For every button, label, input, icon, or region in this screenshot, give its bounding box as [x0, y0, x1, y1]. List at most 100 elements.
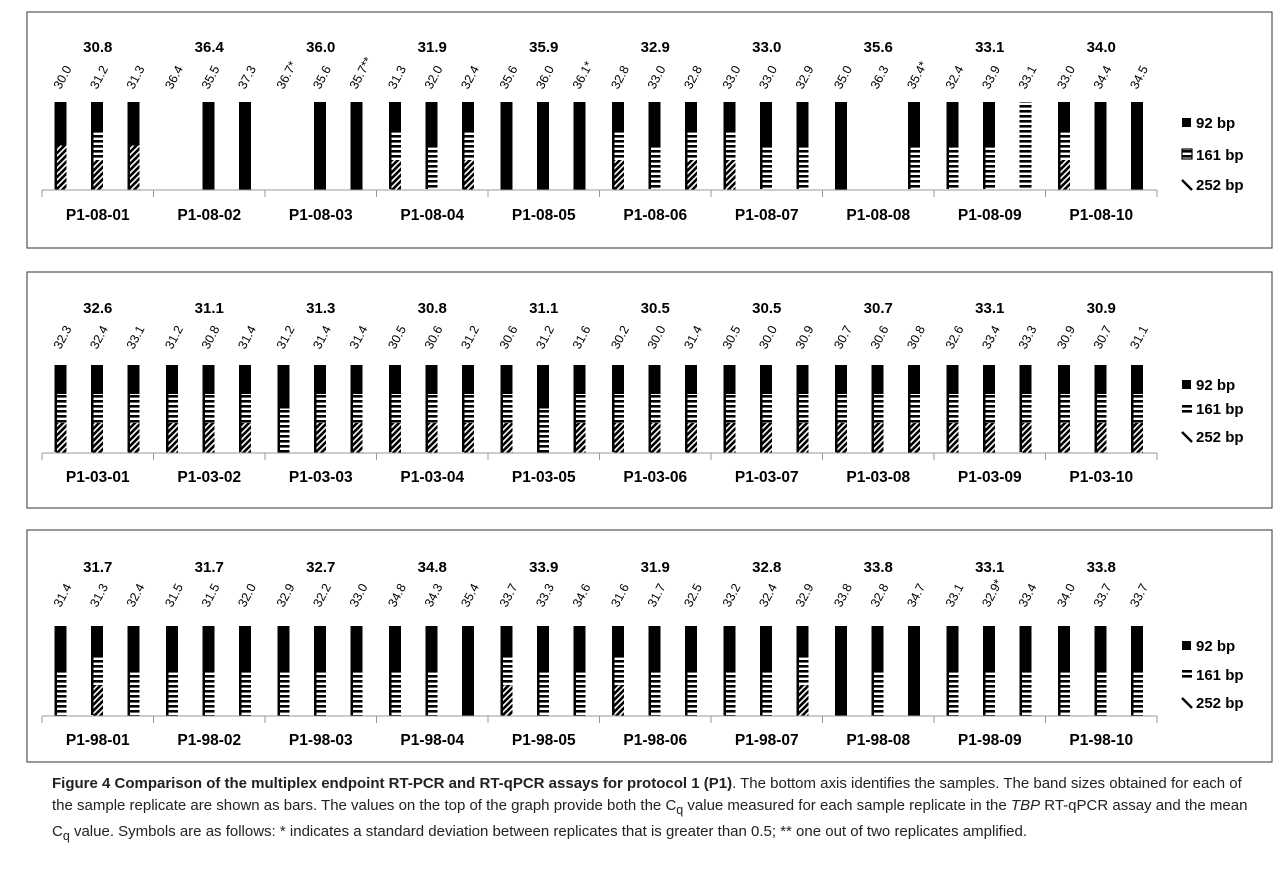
mean-cq-label: 32.8 [752, 559, 781, 576]
sample-label: P1-08-06 [623, 207, 687, 224]
band-bar-edge [908, 102, 911, 189]
band-bar-edge [724, 626, 727, 715]
replicate-cq-label: 34.7 [904, 581, 928, 609]
band-bar-edge [1131, 102, 1134, 189]
band-bar-edge [612, 626, 615, 715]
legend-item: 92 bp [1182, 115, 1235, 132]
legend-item: 161 bp [1182, 401, 1244, 418]
replicate-cq-label: 33.0 [756, 63, 780, 91]
mean-cq-label: 33.1 [975, 300, 1004, 317]
sample-label: P1-03-01 [66, 469, 130, 486]
replicate-cq-label: 36.1* [570, 59, 596, 91]
replicate-cq-label: 30.5 [385, 323, 409, 351]
replicate-cq-label: 32.4 [943, 63, 967, 91]
sample-label: P1-98-02 [177, 732, 241, 749]
panel-3: 31.7 P1-98-01 31.4 31.3 32.4 31.7 P1-98-02 31.5… [27, 530, 1272, 762]
sample-label: P1-98-10 [1069, 732, 1133, 749]
sample-label: P1-03-05 [512, 469, 576, 486]
band-bar-edge [1131, 626, 1134, 715]
replicate-cq-label: 34.3 [422, 581, 446, 609]
legend-label: 92 bp [1196, 638, 1235, 655]
band-bar-edge [501, 626, 504, 715]
band-bar-edge [1058, 102, 1061, 189]
mean-cq-label: 31.1 [195, 300, 224, 317]
band-bar-edge [314, 365, 317, 452]
band-bar-edge [203, 102, 206, 189]
band-bar-edge [537, 102, 540, 189]
replicate-cq-label: 30.6 [868, 323, 892, 351]
band-bar-edge [835, 626, 838, 715]
band-bar-edge [278, 365, 281, 452]
sample-label: P1-08-09 [958, 207, 1022, 224]
replicate-cq-label: 32.5 [681, 581, 705, 609]
mean-cq-label: 30.8 [83, 39, 112, 56]
band-bar-hstripe [1020, 102, 1032, 190]
band-bar-edge [983, 102, 986, 189]
legend-label: 92 bp [1196, 377, 1235, 394]
mean-cq-label: 33.1 [975, 559, 1004, 576]
replicate-cq-label: 36.7* [274, 59, 300, 91]
replicate-cq-label: 36.4 [162, 63, 186, 91]
band-bar-edge [128, 102, 131, 189]
replicate-cq-label: 31.3 [124, 63, 148, 91]
replicate-cq-label: 31.2 [162, 323, 186, 351]
band-bar-edge [760, 365, 763, 452]
band-bar-edge [685, 626, 688, 715]
replicate-cq-label: 33.1 [943, 581, 967, 609]
replicate-cq-label: 36.3 [868, 63, 892, 91]
band-bar-edge [1020, 626, 1023, 715]
replicate-cq-label: 32.9 [793, 581, 817, 609]
band-bar-edge [649, 626, 652, 715]
replicate-cq-label: 32.0 [235, 581, 259, 609]
sample-label: P1-08-01 [66, 207, 130, 224]
replicate-cq-label: 35.0 [831, 63, 855, 91]
sample-label: P1-08-10 [1069, 207, 1133, 224]
legend-item: 252 bp [1182, 429, 1244, 446]
mean-cq-label: 33.1 [975, 39, 1004, 56]
sample-label: P1-08-02 [177, 207, 241, 224]
legend-item: 92 bp [1182, 377, 1235, 394]
sample-label: P1-03-07 [735, 469, 799, 486]
replicate-cq-label: 33.2 [720, 581, 744, 609]
figure-chart-area: 30.8P1-08-0130.0 31.2 31.336.4P1-08-0236.4… [0, 0, 1282, 770]
replicate-cq-label: 33.0 [720, 63, 744, 91]
mean-cq-label: 33.8 [1087, 559, 1116, 576]
replicate-cq-label: 33.1 [1016, 63, 1040, 91]
replicate-cq-label: 30.7 [831, 323, 855, 351]
sample-label: P1-98-01 [66, 732, 130, 749]
mean-cq-label: 30.8 [418, 300, 447, 317]
legend-swatch-solid [1182, 118, 1191, 127]
legend-item: 252 bp [1182, 695, 1244, 712]
mean-cq-label: 30.7 [864, 300, 893, 317]
replicate-cq-label: 31.5 [199, 581, 223, 609]
sample-label: P1-08-08 [846, 207, 910, 224]
legend-swatch-hstripe [1182, 670, 1192, 679]
replicate-cq-label: 33.8 [831, 581, 855, 609]
replicate-cq-label: 30.9 [793, 323, 817, 351]
band-bar-edge [501, 365, 504, 452]
replicate-cq-label: 31.7 [645, 581, 669, 609]
band-bar-edge [947, 365, 950, 452]
sample-label: P1-98-04 [400, 732, 464, 749]
band-bar-edge [724, 102, 727, 189]
panel-2: 32.6P1-03-0132.3 32.4 33.131.1P1-03-0231.2… [27, 272, 1272, 508]
band-bar-edge [649, 102, 652, 189]
band-bar-edge [203, 365, 206, 452]
replicate-cq-label: 32.9 [793, 63, 817, 91]
replicate-cq-label: 30.0 [756, 323, 780, 351]
band-bar-edge [462, 626, 465, 715]
replicate-cq-label: 33.4 [979, 323, 1003, 351]
sample-label: P1-98-03 [289, 732, 353, 749]
sample-label: P1-03-03 [289, 469, 353, 486]
replicate-cq-label: 32.4 [458, 63, 482, 91]
band-bar-edge [835, 102, 838, 189]
replicate-cq-label: 35.6 [310, 63, 334, 91]
replicate-cq-label: 32.9* [979, 577, 1005, 609]
replicate-cq-label: 34.0 [1054, 581, 1078, 609]
replicate-cq-label: 30.6 [497, 323, 521, 351]
replicate-cq-label: 32.3 [51, 323, 75, 351]
replicate-cq-label: 31.6 [570, 323, 594, 351]
replicate-cq-label: 33.7 [497, 581, 521, 609]
replicate-cq-label: 31.1 [1127, 323, 1151, 351]
caption-gene-name: TBP [1011, 797, 1040, 814]
